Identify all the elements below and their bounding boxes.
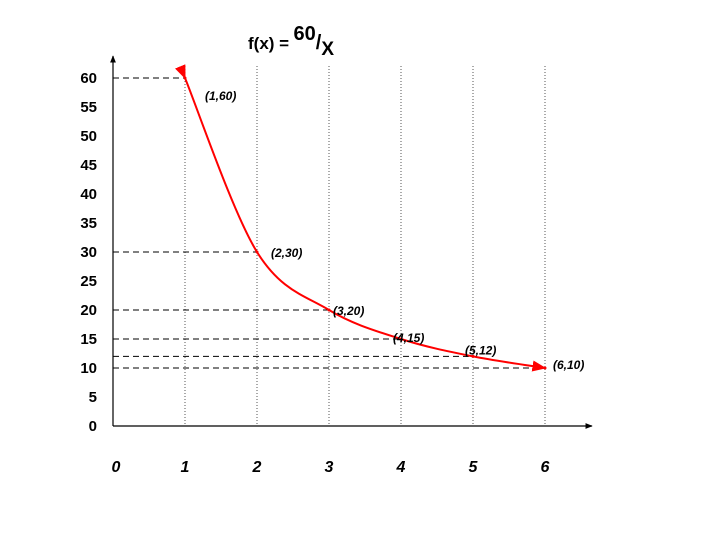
- y-tick-label: 5: [89, 389, 97, 406]
- point-label: (4,15): [393, 331, 424, 345]
- title-slash: /: [315, 32, 322, 54]
- point-label: (6,10): [553, 358, 584, 372]
- point-label: (1,60): [205, 89, 236, 103]
- data-point-2: [255, 250, 259, 254]
- chart-title: f(x) = 60/X: [248, 23, 334, 60]
- y-tick-label: 35: [80, 215, 97, 232]
- x-tick-label: 3: [325, 459, 334, 476]
- x-tick-label: 0: [112, 459, 121, 476]
- x-tick-label: 2: [252, 459, 262, 476]
- point-label: (3,20): [333, 304, 364, 318]
- data-point-5: [471, 354, 475, 358]
- y-tick-label: 15: [80, 331, 97, 348]
- y-tick-label: 20: [80, 302, 97, 319]
- data-point-4: [399, 337, 403, 341]
- y-tick-label: 50: [80, 128, 97, 145]
- y-tick-label: 10: [80, 360, 97, 377]
- series-curve: [175, 64, 547, 372]
- x-tick-label: 5: [469, 459, 479, 476]
- y-tick-label: 25: [80, 273, 97, 290]
- data-point-6: [543, 366, 547, 370]
- data-point-3: [327, 308, 331, 312]
- y-tick-label: 45: [80, 157, 97, 174]
- x-tick-label: 6: [541, 459, 550, 476]
- title-lhs: f(x) =: [248, 34, 290, 53]
- data-point-1: [183, 76, 187, 80]
- y-tick-label: 60: [80, 70, 97, 87]
- title-numerator: 60: [293, 23, 316, 45]
- x-tick-label: 1: [181, 459, 190, 476]
- y-tick-label: 40: [80, 186, 97, 203]
- point-label: (2,30): [271, 246, 302, 260]
- x-tick-label: 4: [396, 459, 406, 476]
- y-tick-label: 30: [80, 244, 97, 261]
- y-tick-label: 55: [80, 99, 97, 116]
- point-label: (5,12): [465, 343, 496, 357]
- y-tick-label: 0: [89, 418, 97, 435]
- title-denominator: X: [321, 39, 335, 60]
